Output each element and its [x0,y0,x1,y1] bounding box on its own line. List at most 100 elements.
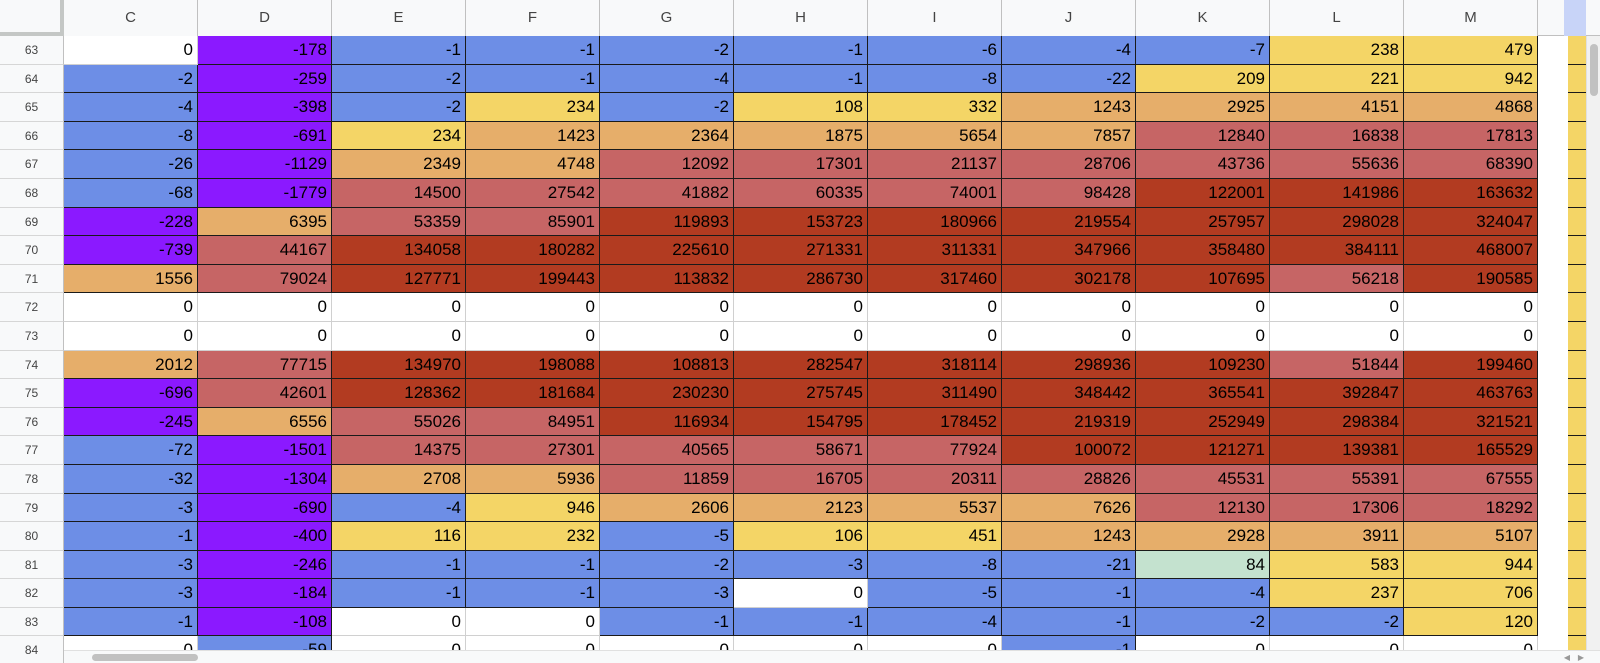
cell-j65[interactable]: 1243 [1002,93,1136,122]
cell-f65[interactable]: 234 [466,93,600,122]
cell-i80[interactable]: 451 [868,522,1002,551]
cell-f72[interactable]: 0 [466,293,600,322]
cell-h70[interactable]: 271331 [734,236,868,265]
cell-g70[interactable]: 225610 [600,236,734,265]
cell-g78[interactable]: 11859 [600,464,734,494]
cell-d73[interactable]: 0 [198,321,332,351]
cell-d81[interactable]: -246 [198,550,332,580]
cell-j83[interactable]: -1 [1002,607,1136,637]
partial-cell[interactable] [1568,464,1586,494]
cell-e72[interactable]: 0 [332,293,466,322]
row-header[interactable]: 64 [0,64,64,94]
cell-g81[interactable]: -2 [600,550,734,580]
cell-e78[interactable]: 2708 [332,464,466,494]
cell-h73[interactable]: 0 [734,321,868,351]
cell-k82[interactable]: -4 [1136,579,1270,608]
cell-c63[interactable]: 0 [64,36,198,65]
cell-m67[interactable]: 68390 [1404,150,1538,179]
partial-cell[interactable] [1568,379,1586,408]
cell-l69[interactable]: 298028 [1270,207,1404,237]
cell-f82[interactable]: -1 [466,579,600,608]
cell-e65[interactable]: -2 [332,93,466,122]
cell-f77[interactable]: 27301 [466,436,600,465]
cell-g76[interactable]: 116934 [600,407,734,437]
cell-m68[interactable]: 163632 [1404,178,1538,208]
partial-cell[interactable] [1568,64,1586,94]
cell-i75[interactable]: 311490 [868,379,1002,408]
cell-i81[interactable]: -8 [868,550,1002,580]
cell-g83[interactable]: -1 [600,607,734,637]
column-header-i[interactable]: I [868,0,1002,36]
cell-d70[interactable]: 44167 [198,236,332,265]
cell-c73[interactable]: 0 [64,321,198,351]
cell-c65[interactable]: -4 [64,93,198,122]
cell-h79[interactable]: 2123 [734,493,868,523]
cell-f79[interactable]: 946 [466,493,600,523]
cell-l64[interactable]: 221 [1270,64,1404,94]
cell-m76[interactable]: 321521 [1404,407,1538,437]
cell-g65[interactable]: -2 [600,93,734,122]
cell-m65[interactable]: 4868 [1404,93,1538,122]
cell-l82[interactable]: 237 [1270,579,1404,608]
column-header-e[interactable]: E [332,0,466,36]
cell-d66[interactable]: -691 [198,121,332,151]
cell-l80[interactable]: 3911 [1270,522,1404,551]
partial-cell[interactable] [1568,293,1586,322]
cell-k80[interactable]: 2928 [1136,522,1270,551]
cell-j72[interactable]: 0 [1002,293,1136,322]
cell-h75[interactable]: 275745 [734,379,868,408]
row-header[interactable]: 67 [0,150,64,179]
cell-h72[interactable]: 0 [734,293,868,322]
horizontal-scrollbar[interactable]: ◀ ▶ [64,650,1600,663]
cell-e75[interactable]: 128362 [332,379,466,408]
cell-j64[interactable]: -22 [1002,64,1136,94]
cell-j76[interactable]: 219319 [1002,407,1136,437]
partial-cell[interactable] [1568,207,1586,237]
column-header-c[interactable]: C [64,0,198,36]
cell-c83[interactable]: -1 [64,607,198,637]
cell-i82[interactable]: -5 [868,579,1002,608]
cell-c76[interactable]: -245 [64,407,198,437]
cell-f71[interactable]: 199443 [466,264,600,294]
cell-l67[interactable]: 55636 [1270,150,1404,179]
cell-e74[interactable]: 134970 [332,350,466,380]
cell-k77[interactable]: 121271 [1136,436,1270,465]
column-header-h[interactable]: H [734,0,868,36]
column-header-j[interactable]: J [1002,0,1136,36]
partial-cell[interactable] [1568,607,1586,637]
cell-h80[interactable]: 106 [734,522,868,551]
cell-c69[interactable]: -228 [64,207,198,237]
cell-j69[interactable]: 219554 [1002,207,1136,237]
cell-e69[interactable]: 53359 [332,207,466,237]
cell-d77[interactable]: -1501 [198,436,332,465]
cell-j80[interactable]: 1243 [1002,522,1136,551]
cell-j73[interactable]: 0 [1002,321,1136,351]
cell-h66[interactable]: 1875 [734,121,868,151]
cell-m78[interactable]: 67555 [1404,464,1538,494]
cell-k65[interactable]: 2925 [1136,93,1270,122]
cell-l77[interactable]: 139381 [1270,436,1404,465]
cell-f63[interactable]: -1 [466,36,600,65]
cell-d74[interactable]: 77715 [198,350,332,380]
cell-d63[interactable]: -178 [198,36,332,65]
cell-f68[interactable]: 27542 [466,178,600,208]
cell-d64[interactable]: -259 [198,64,332,94]
cell-h77[interactable]: 58671 [734,436,868,465]
cell-f80[interactable]: 232 [466,522,600,551]
cell-i72[interactable]: 0 [868,293,1002,322]
cell-e83[interactable]: 0 [332,607,466,637]
cell-m66[interactable]: 17813 [1404,121,1538,151]
cell-e79[interactable]: -4 [332,493,466,523]
partial-cell[interactable] [1568,264,1586,294]
cell-i77[interactable]: 77924 [868,436,1002,465]
cell-g73[interactable]: 0 [600,321,734,351]
cell-k70[interactable]: 358480 [1136,236,1270,265]
cell-l68[interactable]: 141986 [1270,178,1404,208]
cell-m82[interactable]: 706 [1404,579,1538,608]
vertical-scroll-thumb[interactable] [1590,44,1598,96]
cell-i63[interactable]: -6 [868,36,1002,65]
select-all-corner[interactable] [0,0,64,36]
cell-k72[interactable]: 0 [1136,293,1270,322]
cell-k75[interactable]: 365541 [1136,379,1270,408]
cell-g69[interactable]: 119893 [600,207,734,237]
